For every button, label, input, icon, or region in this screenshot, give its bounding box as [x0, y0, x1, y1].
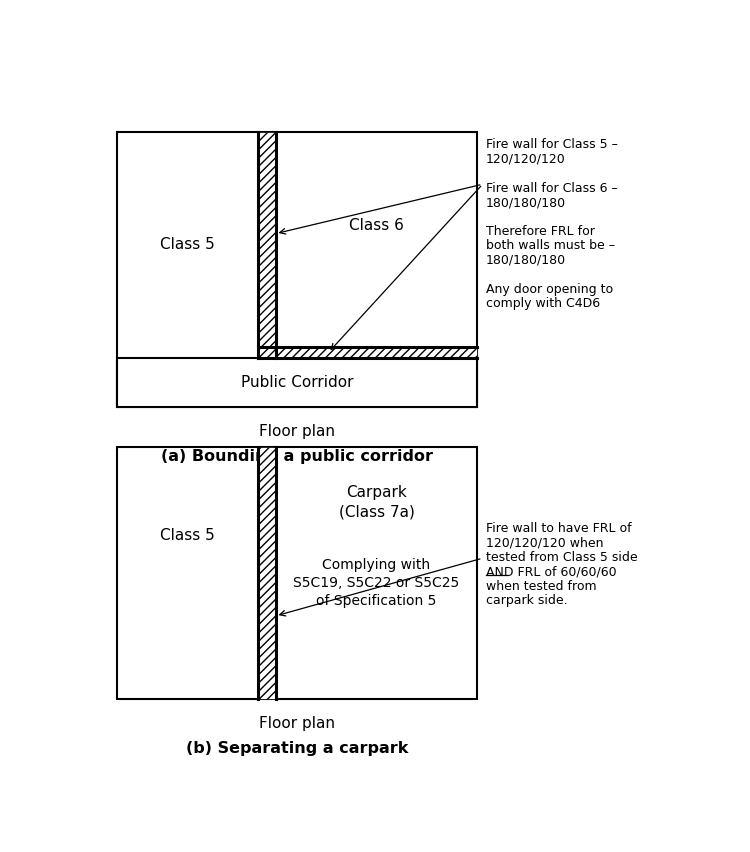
Text: Any door opening to: Any door opening to	[486, 283, 614, 296]
Text: 120/120/120 when: 120/120/120 when	[486, 537, 604, 550]
Bar	[258, 446, 276, 699]
Text: both walls must be –: both walls must be –	[486, 239, 615, 252]
Bar	[117, 446, 477, 699]
Text: Floor plan: Floor plan	[260, 423, 335, 439]
Text: Complying with
S5C19, S5C22 or S5C25
of Specification 5: Complying with S5C19, S5C22 or S5C25 of …	[293, 558, 460, 608]
Text: Carpark
(Class 7a): Carpark (Class 7a)	[338, 485, 415, 520]
Bar	[258, 347, 477, 358]
Text: Fire wall for Class 5 –: Fire wall for Class 5 –	[486, 138, 618, 152]
Text: when tested from: when tested from	[486, 580, 597, 593]
Text: 180/180/180: 180/180/180	[486, 196, 566, 209]
Bar	[117, 358, 477, 407]
Text: Class 5: Class 5	[160, 527, 215, 543]
Bar	[258, 132, 276, 358]
Text: Class 6: Class 6	[349, 218, 404, 233]
Text: tested from Class 5 side: tested from Class 5 side	[486, 551, 638, 564]
Text: (b) Separating a carpark: (b) Separating a carpark	[186, 740, 408, 756]
Text: 120/120/120: 120/120/120	[486, 153, 566, 166]
Text: carpark side.: carpark side.	[486, 595, 568, 607]
Text: comply with C4D6: comply with C4D6	[486, 297, 600, 310]
Text: Class 5: Class 5	[160, 238, 215, 252]
Text: Therefore FRL for: Therefore FRL for	[486, 225, 595, 238]
Text: AND FRL of 60/60/60: AND FRL of 60/60/60	[486, 566, 616, 579]
Text: Fire wall to have FRL of: Fire wall to have FRL of	[486, 522, 632, 535]
Bar	[117, 132, 477, 407]
Text: Fire wall for Class 6 –: Fire wall for Class 6 –	[486, 181, 618, 194]
Text: (a) Bounding a public corridor: (a) Bounding a public corridor	[161, 449, 434, 463]
Text: Public Corridor: Public Corridor	[241, 375, 353, 390]
Text: Floor plan: Floor plan	[260, 716, 335, 731]
Text: 180/180/180: 180/180/180	[486, 254, 566, 267]
